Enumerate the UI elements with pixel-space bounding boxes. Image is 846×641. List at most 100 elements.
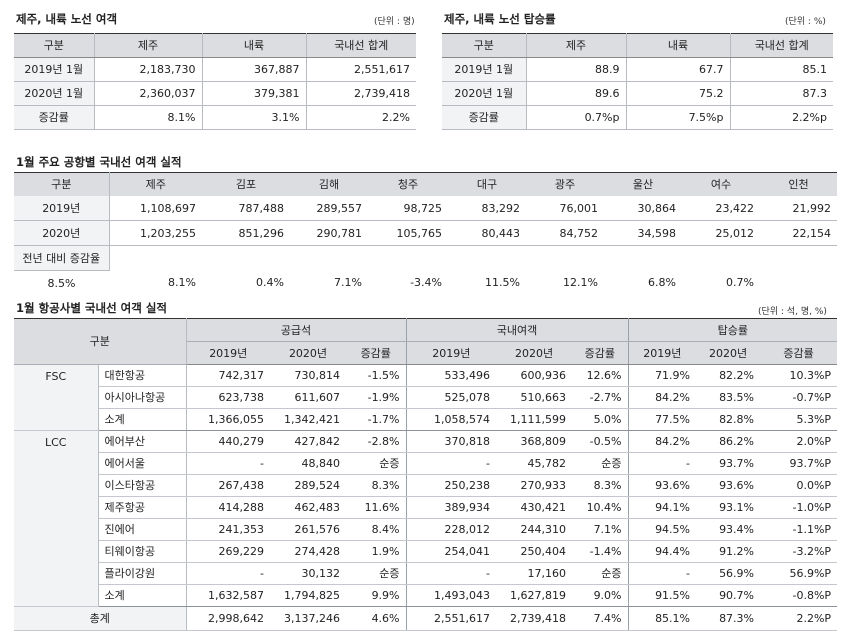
cell: 85.1	[730, 57, 833, 82]
cell: 76,001	[526, 196, 604, 221]
col-group-header: 국내여객	[406, 318, 629, 342]
section1-unit: (단위 : 명)	[374, 17, 415, 27]
table-row: 2019년 1월 2,183,730 367,887 2,551,617	[14, 57, 416, 82]
table-row: FSC 대한항공 742,317 730,814 -1.5% 533,496 600,936…	[14, 364, 838, 431]
cell: 525,078	[406, 386, 497, 409]
cell: 427,842	[270, 430, 346, 453]
col-header: 광주	[526, 172, 604, 196]
col-header: 국내선 합계	[306, 33, 416, 58]
cell: 1,794,825	[270, 584, 346, 607]
cell: 730,814	[270, 364, 346, 387]
cell: 22,154	[760, 220, 837, 246]
cell: 244,310	[496, 518, 573, 541]
cell: 270,933	[496, 474, 573, 497]
cell: 367,887	[202, 57, 307, 82]
cell: -1.4%	[572, 540, 629, 563]
col-header: 구분	[14, 318, 187, 365]
col-header: 제주	[94, 33, 203, 58]
cell: 370,818	[406, 430, 497, 453]
cell: 2,739,418	[496, 606, 573, 631]
cell: 11.5%	[485, 276, 520, 290]
cell: 93.7%P	[760, 452, 838, 475]
cell: 261,576	[270, 518, 346, 541]
cell: 600,936	[496, 364, 573, 387]
section4-title: 1월 항공사별 국내선 여객 실적	[16, 301, 167, 315]
cell: 3.1%	[202, 105, 307, 130]
cell: -	[628, 562, 697, 585]
cell: 93.6%	[628, 474, 697, 497]
cell: 2,739,418	[306, 81, 416, 106]
change-row-label: 전년 대비 증감율	[14, 245, 110, 271]
airline-name: 플라이강원	[98, 562, 187, 585]
cell: 510,663	[496, 386, 573, 409]
cell: 462,483	[270, 496, 346, 519]
cell: 85.1%	[628, 606, 697, 631]
cell: 5.0%	[572, 408, 629, 431]
cell: 389,934	[406, 496, 497, 519]
cell: 4.6%	[346, 606, 407, 631]
cell: 5.3%P	[760, 408, 838, 431]
col-header: 김해	[290, 172, 368, 196]
cell: 2.2%	[306, 105, 416, 130]
col-header: 2020년	[696, 341, 761, 365]
col-header: 인천	[760, 172, 837, 196]
cell: 1,058,574	[406, 408, 497, 431]
airline-name: 대한항공	[98, 364, 187, 387]
table-row: 이스타항공 267,438 289,524 8.3% 250,238 270,933 8.3…	[14, 474, 838, 497]
table-row: 증감률 8.1% 3.1% 2.2%	[14, 105, 416, 130]
cell: 1,342,421	[270, 408, 346, 431]
col-header: 증감률	[760, 341, 838, 365]
cell: 7.5%p	[626, 105, 731, 130]
cell: 2.0%P	[760, 430, 838, 453]
cell: 21,992	[760, 196, 837, 221]
cell: -0.8%P	[760, 584, 838, 607]
airline-name: 에어서울	[98, 452, 187, 475]
cell: 274,428	[270, 540, 346, 563]
cell: 289,524	[270, 474, 346, 497]
cell: 2,551,617	[406, 606, 497, 631]
cell: 2,183,730	[94, 57, 203, 82]
row-label: 증감률	[14, 105, 95, 130]
cell: 87.3%	[696, 606, 761, 631]
cell: -1.0%P	[760, 496, 838, 519]
cell: 77.5%	[628, 408, 697, 431]
header-row-groups: 구분 공급석 국내여객 탑승률	[14, 318, 838, 365]
cell: 8.5%	[47, 276, 76, 290]
cell: 440,279	[186, 430, 270, 453]
airline-passenger-table: 구분 공급석 국내여객 탑승률 2019년 2020년 증감률 2019년 20…	[14, 318, 838, 631]
table-row: 제주항공 414,288 462,483 11.6% 389,934 430,421 10.…	[14, 496, 838, 519]
col-header: 구분	[14, 172, 110, 196]
cell: 8.1%	[94, 105, 203, 130]
header-row: 구분 제주 김포 김해 청주 대구 광주 울산 여수 인천	[14, 172, 837, 196]
cell: 290,781	[290, 220, 368, 246]
cell: 7.1%	[572, 518, 629, 541]
cell: 90.7%	[696, 584, 761, 607]
cell: 1,493,043	[406, 584, 497, 607]
cell: -	[186, 562, 270, 585]
table-row: LCC 에어부산 440,279 427,842 -2.8% 370,818 368,809…	[14, 430, 838, 607]
cell: 93.6%	[696, 474, 761, 497]
table-row: 플라이강원 -30,132 순증 -17,160 순증 -56.9% 56.9%P	[14, 562, 838, 585]
cell: 267,438	[186, 474, 270, 497]
row-label: 2019년 1월	[442, 57, 527, 82]
group-label: FSC	[14, 364, 99, 431]
cell: 75.2	[626, 81, 731, 106]
col-header: 대구	[448, 172, 526, 196]
cell: -0.7%P	[760, 386, 838, 409]
cell: 83,292	[448, 196, 526, 221]
cell: 0.4%	[256, 276, 284, 290]
cell: 93.7%	[696, 452, 761, 475]
cell: 3,137,246	[270, 606, 346, 631]
cell: 80,443	[448, 220, 526, 246]
cell: 368,809	[496, 430, 573, 453]
cell: 순증	[346, 562, 407, 585]
header-row: 구분 제주 내륙 국내선 합계	[442, 33, 833, 58]
cell: 1,632,587	[186, 584, 270, 607]
cell: 82.8%	[696, 408, 761, 431]
cell: 84.2%	[628, 430, 697, 453]
col-header: 제주	[526, 33, 627, 58]
cell: -3.4%	[410, 276, 442, 290]
cell: 1,203,255	[109, 220, 202, 246]
cell: 11.6%	[346, 496, 407, 519]
airport-passenger-table: 구분 제주 김포 김해 청주 대구 광주 울산 여수 인천 2019년 1,10…	[14, 172, 837, 295]
